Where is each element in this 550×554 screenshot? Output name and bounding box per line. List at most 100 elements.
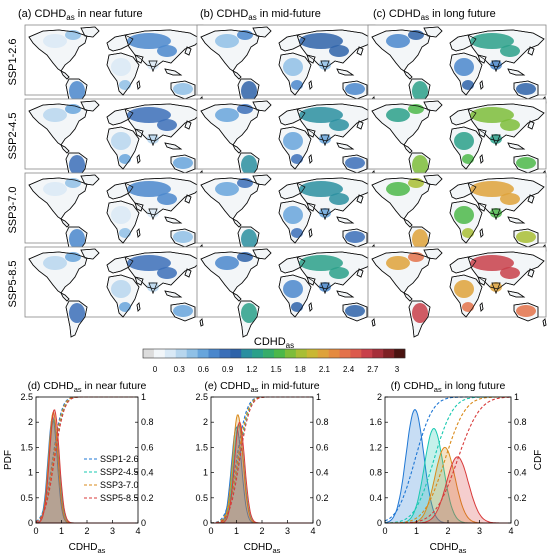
y-tick-label-right: 0.6 xyxy=(514,442,527,452)
colorbar-swatch xyxy=(350,349,362,358)
colorbar-swatch xyxy=(175,349,187,358)
y-tick-label-left: 0 xyxy=(377,518,382,528)
x-axis-label: CDHDas xyxy=(69,542,106,554)
x-tick-label: 0 xyxy=(33,526,38,536)
colorbar-swatch xyxy=(339,349,351,358)
y-axis-label-left: PDF xyxy=(3,450,14,470)
x-tick-label: 0 xyxy=(382,526,387,536)
y-tick-label-right: 0.6 xyxy=(316,442,329,452)
legend-label: SSP5-8.5 xyxy=(100,493,139,503)
y-tick-label-right: 0.2 xyxy=(316,493,329,503)
colorbar-swatch xyxy=(372,349,384,358)
colorbar-swatch xyxy=(328,349,340,358)
colorbar-tick-label: 0 xyxy=(153,365,158,374)
x-tick-label: 4 xyxy=(135,526,140,536)
axes-box xyxy=(210,396,314,524)
colorbar-swatch xyxy=(274,349,286,358)
y-tick-label-right: 0.4 xyxy=(141,468,154,478)
colorbar-tick-label: 0.6 xyxy=(198,365,210,374)
map-mid-ssp126 xyxy=(196,24,376,116)
pdf-curve xyxy=(211,414,313,524)
colorbar-swatch xyxy=(383,349,395,358)
colorbar-label: CDHDas xyxy=(254,336,294,350)
col-title-a: (a) CDHDas in near future xyxy=(18,8,143,22)
y-tick-label-left: 2.5 xyxy=(195,392,208,402)
colorbar-tick-label: 1.5 xyxy=(270,365,282,374)
column-titles: (a) CDHDas in near future (b) CDHDas in … xyxy=(18,8,496,22)
colorbar-swatch xyxy=(361,349,373,358)
row-label-ssp585: SSP5-8.5 xyxy=(7,260,19,307)
y-tick-label-right: 0 xyxy=(514,518,519,528)
colorbar-swatch xyxy=(284,349,297,358)
x-tick-label: 2 xyxy=(445,526,450,536)
x-axis-label: CDHDas xyxy=(244,542,281,554)
colorbar-tick-label: 2.7 xyxy=(367,365,379,374)
row-label-ssp126: SSP1-2.6 xyxy=(7,38,19,85)
y-tick-label-left: 1 xyxy=(28,468,33,478)
colorbar-tick-label: 1.2 xyxy=(246,365,258,374)
colorbar-tick-label: 2.1 xyxy=(319,365,331,374)
legend: SSP1-2.6 SSP2-4.5 SSP3-7.0 SSP5-8.5 xyxy=(84,454,139,503)
y-tick-label-right: 0.8 xyxy=(514,417,527,427)
y-tick-label-left: 0.5 xyxy=(195,493,208,503)
y-tick-label-left: 1 xyxy=(203,468,208,478)
colorbar-tick-label: 1.8 xyxy=(295,365,307,374)
y-axis-label-right: CDF xyxy=(533,450,544,471)
cdf-curve xyxy=(211,396,313,524)
y-tick-label-right: 0.4 xyxy=(514,468,527,478)
y-tick-label-left: 1.6 xyxy=(369,417,382,427)
colorbar-swatch xyxy=(197,349,209,358)
y-tick-label-right: 0.8 xyxy=(141,417,154,427)
y-tick-label-right: 0.4 xyxy=(316,468,329,478)
colorbar-swatch xyxy=(153,349,166,358)
y-tick-label-right: 0 xyxy=(316,518,321,528)
x-tick-label: 0 xyxy=(208,526,213,536)
row-label-ssp245: SSP2-4.5 xyxy=(7,112,19,159)
map-long-ssp585 xyxy=(367,246,547,338)
legend-label: SSP2-4.5 xyxy=(100,467,139,477)
x-tick-label: 1 xyxy=(59,526,64,536)
y-tick-label-left: 2 xyxy=(203,417,208,427)
map-near-ssp585 xyxy=(24,246,204,338)
colorbar-swatch xyxy=(230,349,242,358)
chart-title: (e) CDHDas in mid-future xyxy=(204,380,319,394)
y-tick-label-left: 0.4 xyxy=(369,493,382,503)
map-near-ssp126 xyxy=(24,24,204,116)
y-tick-label-right: 1 xyxy=(514,392,519,402)
y-tick-label-left: 1.2 xyxy=(369,442,382,452)
map-mid-ssp585 xyxy=(196,246,376,338)
colorbar-tick-label: 0.9 xyxy=(222,365,234,374)
y-tick-label-left: 0 xyxy=(203,518,208,528)
y-tick-label-left: 0.5 xyxy=(20,493,33,503)
legend-label: SSP3-7.0 xyxy=(100,480,139,490)
y-tick-label-left: 2.5 xyxy=(20,392,33,402)
y-tick-label-left: 2 xyxy=(377,392,382,402)
row-labels: SSP1-2.6 SSP2-4.5 SSP3-7.0 SSP5-8.5 xyxy=(7,38,19,307)
y-tick-label-right: 0.2 xyxy=(141,493,154,503)
legend-label: SSP1-2.6 xyxy=(100,454,139,464)
colorbar-swatch xyxy=(295,349,308,358)
colorbar-swatch xyxy=(186,349,198,358)
x-tick-label: 2 xyxy=(259,526,264,536)
map-mid-ssp370 xyxy=(196,172,376,264)
colorbar-swatch xyxy=(263,349,275,358)
colorbar-tick-label: 0.3 xyxy=(174,365,186,374)
x-tick-label: 3 xyxy=(110,526,115,536)
map-near-ssp370 xyxy=(24,172,204,264)
colorbar-swatch xyxy=(208,349,220,358)
y-tick-label-left: 1.5 xyxy=(20,442,33,452)
colorbar-swatch xyxy=(164,349,177,358)
colorbar-tick-label: 3 xyxy=(395,365,400,374)
colorbar-swatch xyxy=(241,349,253,358)
y-tick-label-right: 0.8 xyxy=(316,417,329,427)
y-tick-label-left: 2 xyxy=(28,417,33,427)
col-title-c: (c) CDHDas in long future xyxy=(373,8,496,22)
map-mid-ssp245 xyxy=(196,98,376,190)
x-tick-label: 1 xyxy=(414,526,419,536)
y-tick-label-right: 0.6 xyxy=(141,442,154,452)
map-grid xyxy=(24,24,547,338)
x-tick-label: 2 xyxy=(84,526,89,536)
